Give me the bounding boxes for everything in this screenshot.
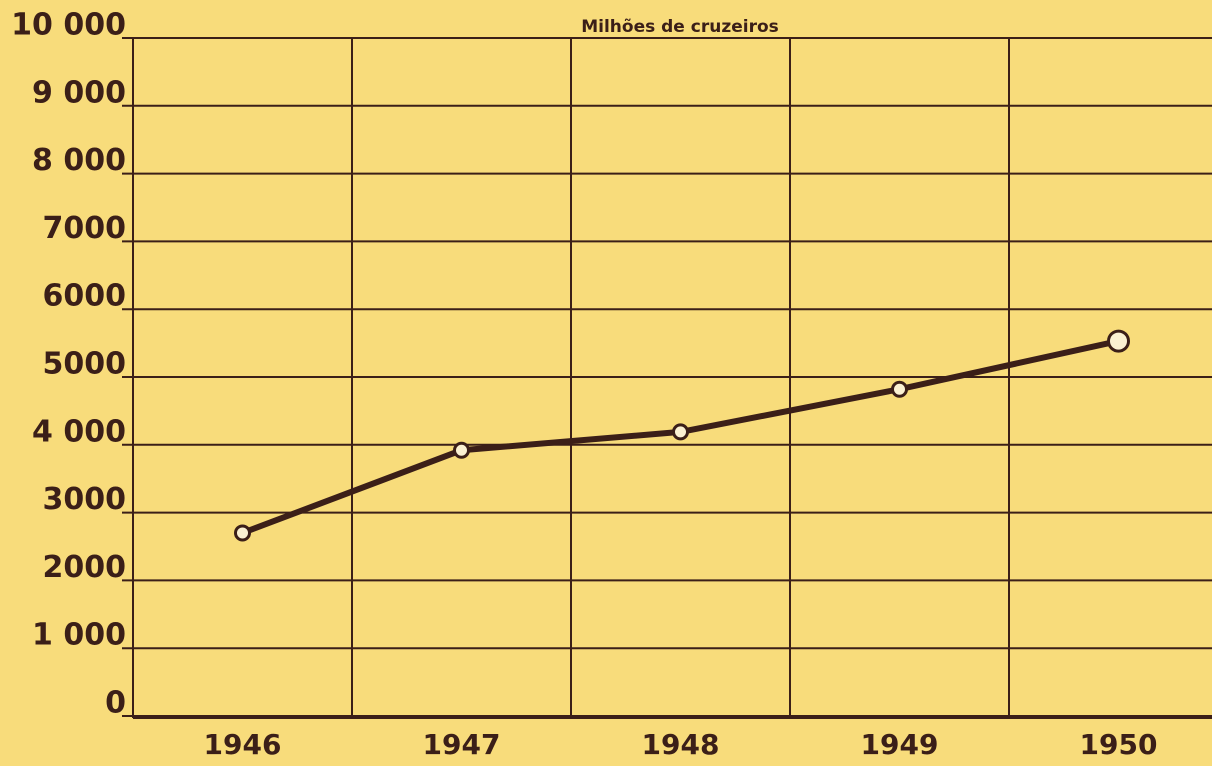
y-tick-label: 9 000 (32, 75, 126, 110)
point (891, 380, 908, 398)
x-tick-label: 1947 (423, 728, 501, 761)
point (453, 441, 470, 459)
y-tick-label: 0 (105, 686, 126, 721)
y-tick-label: 3000 (43, 482, 127, 517)
x-tick-label: 1950 (1080, 728, 1158, 761)
y-tick-label: 5000 (43, 347, 127, 382)
y-tick-label: 6000 (43, 279, 127, 314)
chart-title: Milhões de cruzeiros (581, 17, 779, 37)
y-tick-label: 2000 (43, 550, 127, 585)
y-tick-label: 10 000 (11, 8, 126, 43)
y-tick-label: 8 000 (32, 143, 126, 178)
x-tick-label: 1946 (204, 728, 282, 761)
y-tick-label: 7000 (43, 211, 127, 246)
y-tick-label: 4 000 (32, 414, 126, 449)
x-tick-label: 1948 (642, 728, 720, 761)
point (672, 423, 689, 441)
x-tick-label: 1949 (861, 728, 939, 761)
y-tick-label: 1 000 (32, 618, 126, 653)
point (234, 524, 251, 542)
point (1107, 329, 1130, 353)
